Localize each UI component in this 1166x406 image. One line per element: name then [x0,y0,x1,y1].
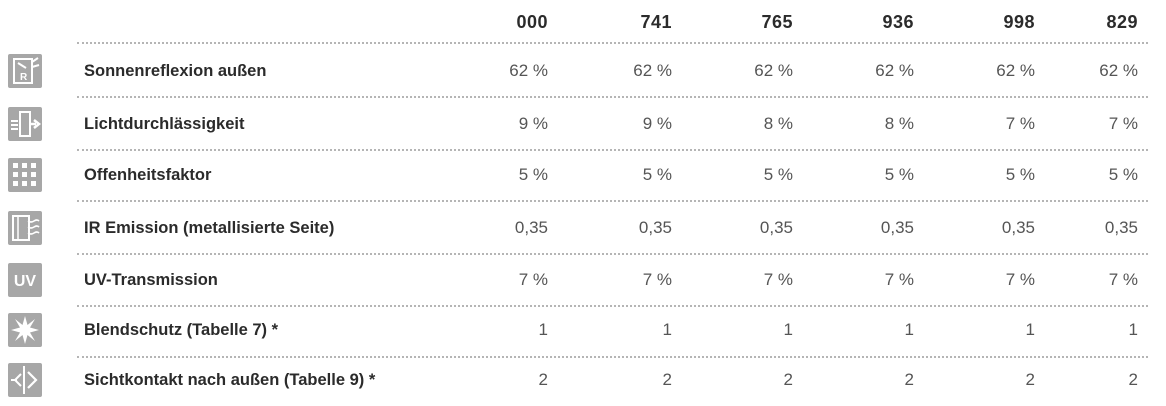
ir-emission-icon [8,211,42,245]
reflection-icon: R [8,54,42,88]
cell: 5 % [642,165,672,184]
cell: 2 [904,370,914,389]
row-label: Lichtdurchlässigkeit [84,115,245,133]
cell: 2 [1025,370,1035,389]
light-transmission-icon [8,107,42,141]
cell: 7 % [763,270,793,289]
cell: 1 [1128,320,1138,339]
column-header: 741 [640,12,672,32]
divider [77,96,1148,98]
table-row: UV UV-Transmission 7 % 7 % 7 % 7 % 7 % 7… [0,257,1166,303]
column-header: 000 [516,12,548,32]
divider [77,356,1148,358]
column-header: 765 [761,12,793,32]
column-header: 998 [1003,12,1035,32]
cell: 7 % [884,270,914,289]
cell: 62 % [996,61,1035,80]
cell: 1 [662,320,672,339]
cell: 0,35 [638,218,672,237]
row-label: Blendschutz (Tabelle 7) * [84,321,279,339]
cell: 5 % [884,165,914,184]
cell: 0,35 [1001,218,1035,237]
table-row: R Sonnenreflexion außen 62 % 62 % 62 % 6… [0,48,1166,94]
uv-icon-text: UV [14,273,37,290]
divider [77,42,1148,44]
cell: 5 % [518,165,548,184]
cell: 8 % [884,114,914,133]
cell: 5 % [1005,165,1035,184]
row-label: IR Emission (metallisierte Seite) [84,219,335,237]
svg-text:R: R [20,72,28,83]
cell: 62 % [633,61,672,80]
column-header: 936 [882,12,914,32]
table-row: Offenheitsfaktor 5 % 5 % 5 % 5 % 5 % 5 % [0,152,1166,198]
row-label: Sonnenreflexion außen [84,62,267,80]
cell: 2 [783,370,793,389]
cell: 62 % [1099,61,1138,80]
divider [77,305,1148,307]
table-row: Lichtdurchlässigkeit 9 % 9 % 8 % 8 % 7 %… [0,101,1166,147]
cell: 5 % [763,165,793,184]
cell: 62 % [754,61,793,80]
cell: 9 % [518,114,548,133]
cell: 0,35 [759,218,793,237]
cell: 7 % [1005,270,1035,289]
cell: 8 % [763,114,793,133]
cell: 1 [1025,320,1035,339]
column-header: 829 [1106,12,1138,32]
divider [77,253,1148,255]
divider [77,149,1148,151]
divider [77,200,1148,202]
cell: 62 % [875,61,914,80]
cell: 1 [538,320,548,339]
glare-star-icon [8,313,42,347]
table-row: Sichtkontakt nach außen (Tabelle 9) * 2 … [0,357,1166,403]
view-contact-icon [8,363,42,397]
cell: 9 % [642,114,672,133]
cell: 2 [538,370,548,389]
cell: 7 % [1005,114,1035,133]
cell: 7 % [518,270,548,289]
row-label: Offenheitsfaktor [84,166,212,184]
cell: 2 [1128,370,1138,389]
table-row: IR Emission (metallisierte Seite) 0,35 0… [0,205,1166,251]
cell: 1 [904,320,914,339]
row-label: UV-Transmission [84,271,218,289]
table-header: 000 741 765 936 998 829 [0,0,1166,38]
cell: 0,35 [1104,218,1138,237]
table-row: Blendschutz (Tabelle 7) * 1 1 1 1 1 1 [0,307,1166,353]
cell: 0,35 [514,218,548,237]
cell: 7 % [1108,270,1138,289]
cell: 62 % [509,61,548,80]
cell: 0,35 [880,218,914,237]
uv-icon: UV [8,263,42,297]
cell: 2 [662,370,672,389]
cell: 1 [783,320,793,339]
cell: 7 % [642,270,672,289]
cell: 7 % [1108,114,1138,133]
openness-dots-icon [8,158,42,192]
row-label: Sichtkontakt nach außen (Tabelle 9) * [84,371,376,389]
cell: 5 % [1108,165,1138,184]
